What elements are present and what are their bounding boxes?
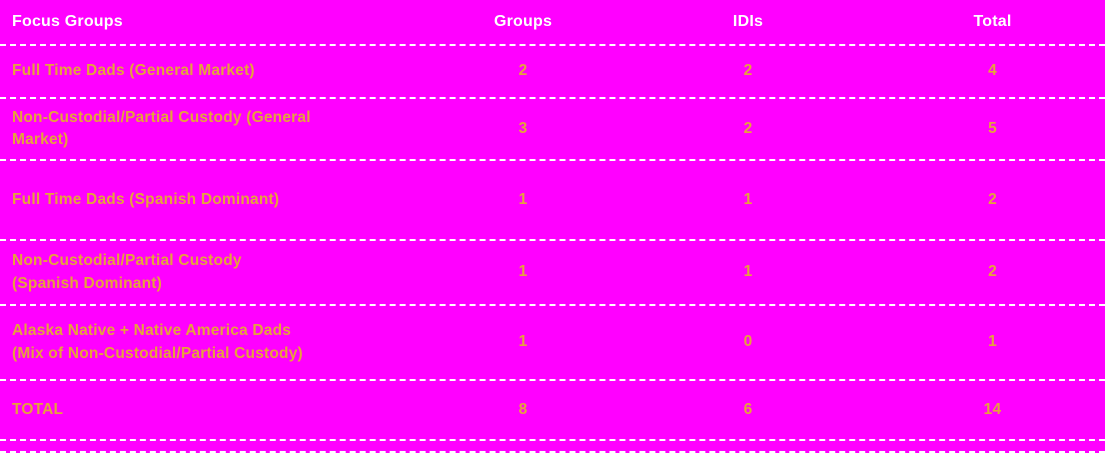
row-total-value: 2 (988, 190, 997, 208)
row-total-value: 5 (988, 119, 997, 137)
row-idis-value: 0 (743, 333, 753, 351)
table-body: Full Time Dads (General Market) 2 2 4 No… (0, 46, 1105, 441)
row-idis-value: 2 (743, 62, 753, 80)
row-total-value: 4 (988, 62, 997, 80)
header-focus-groups: Focus Groups (12, 13, 123, 30)
row-groups-value: 1 (518, 263, 528, 281)
bottom-divider (0, 441, 1105, 453)
row-groups-value: 1 (518, 190, 528, 208)
row-groups-value: 8 (518, 400, 528, 418)
row-groups-value: 1 (518, 333, 528, 351)
row-label: Alaska Native + Native America Dads (Mix… (12, 322, 303, 362)
row-label: Non-Custodial/Partial Custody (Spanish D… (12, 252, 242, 292)
row-total-value: 14 (983, 400, 1002, 418)
row-label: Non-Custodial/Partial Custody (General M… (12, 108, 311, 148)
row-idis-value: 2 (743, 119, 753, 137)
header-total: Total (973, 13, 1012, 30)
row-total-value: 1 (988, 333, 997, 351)
table-row: Full Time Dads (General Market) 2 2 4 (0, 46, 1105, 99)
table-header-row: Focus Groups Groups IDIs Total (0, 0, 1105, 46)
table-row: Non-Custodial/Partial Custody (Spanish D… (0, 241, 1105, 306)
header-idis: IDIs (732, 13, 764, 30)
row-label: Full Time Dads (Spanish Dominant) (12, 190, 280, 208)
row-idis-value: 6 (743, 400, 753, 418)
row-label: TOTAL (12, 400, 64, 418)
table-row: TOTAL 8 6 14 (0, 381, 1105, 441)
row-groups-value: 3 (518, 119, 528, 137)
row-idis-value: 1 (743, 263, 753, 281)
table-row: Alaska Native + Native America Dads (Mix… (0, 306, 1105, 381)
header-groups: Groups (493, 13, 553, 30)
row-total-value: 2 (988, 263, 997, 281)
table-row: Full Time Dads (Spanish Dominant) 1 1 2 (0, 161, 1105, 241)
table-row: Non-Custodial/Partial Custody (General M… (0, 99, 1105, 161)
row-label: Full Time Dads (General Market) (12, 62, 255, 80)
row-groups-value: 2 (518, 62, 528, 80)
row-idis-value: 1 (743, 190, 753, 208)
